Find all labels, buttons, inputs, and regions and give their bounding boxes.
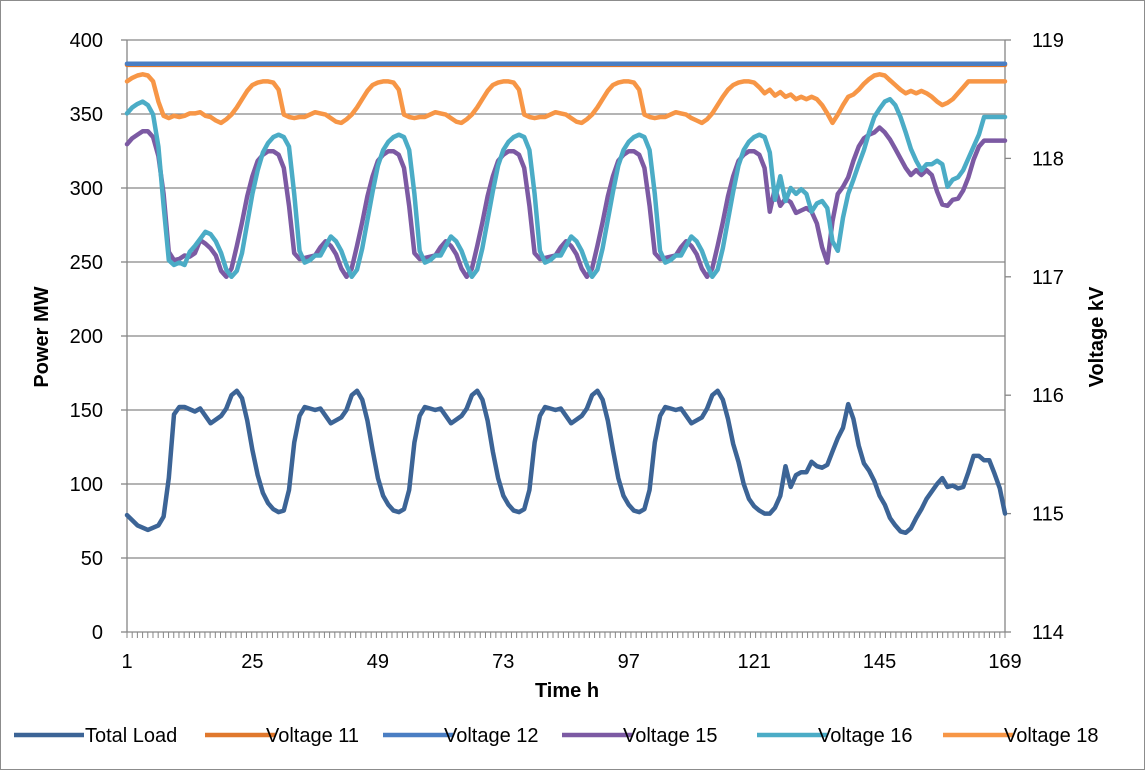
right-y-tick-label: 117 xyxy=(1032,267,1064,289)
left-y-tick-label: 300 xyxy=(70,178,103,200)
x-tick-label: 145 xyxy=(863,651,896,673)
x-tick-label: 97 xyxy=(618,651,640,673)
x-tick-label: 169 xyxy=(988,651,1021,673)
right-y-tick-label: 115 xyxy=(1032,504,1064,526)
right-y-tick-label: 118 xyxy=(1032,148,1064,170)
tick-labels: 0 50 100 150 200 250 300 350 400 114 115 116 117 118 1… xyxy=(70,30,1064,673)
left-y-tick-label: 100 xyxy=(70,474,103,496)
legend-label: Total Load xyxy=(85,725,177,747)
series-line-voltage-15 xyxy=(124,125,1008,280)
gridlines xyxy=(127,39,1005,559)
left-y-tick-label: 0 xyxy=(92,622,103,644)
right-y-tick-label: 114 xyxy=(1032,622,1064,644)
legend-label: Voltage 15 xyxy=(623,725,718,747)
series-line-total-load xyxy=(124,388,1008,536)
x-tick-label: 25 xyxy=(241,651,263,673)
legend-label: Voltage 11 xyxy=(266,725,359,747)
legend-label: Voltage 12 xyxy=(444,725,539,747)
right-y-axis-title: Voltage kV xyxy=(1086,286,1108,387)
x-tick-label: 49 xyxy=(367,651,389,673)
series-line-voltage-18 xyxy=(124,72,1008,126)
left-y-tick-label: 50 xyxy=(81,548,103,570)
legend-label: Voltage 18 xyxy=(1004,725,1099,747)
left-y-tick-label: 250 xyxy=(70,252,103,274)
legend-label: Voltage 16 xyxy=(818,725,913,747)
series-lines xyxy=(124,61,1008,536)
left-y-tick-label: 150 xyxy=(70,400,103,422)
x-tick-label: 73 xyxy=(492,651,514,673)
legend: Total Load Voltage 11 Voltage 12 Voltage 15… xyxy=(14,725,1099,747)
right-y-tick-label: 116 xyxy=(1032,385,1064,407)
left-y-axis-title: Power MW xyxy=(31,286,53,387)
x-axis-title: Time h xyxy=(535,680,599,702)
left-y-tick-label: 350 xyxy=(70,104,103,126)
x-tick-label: 1 xyxy=(121,651,132,673)
x-tick-label: 121 xyxy=(737,651,770,673)
right-y-tick-label: 119 xyxy=(1032,30,1064,52)
series-line-voltage-16 xyxy=(124,96,1008,280)
left-y-tick-label: 200 xyxy=(70,326,103,348)
left-y-tick-label: 400 xyxy=(70,30,103,52)
